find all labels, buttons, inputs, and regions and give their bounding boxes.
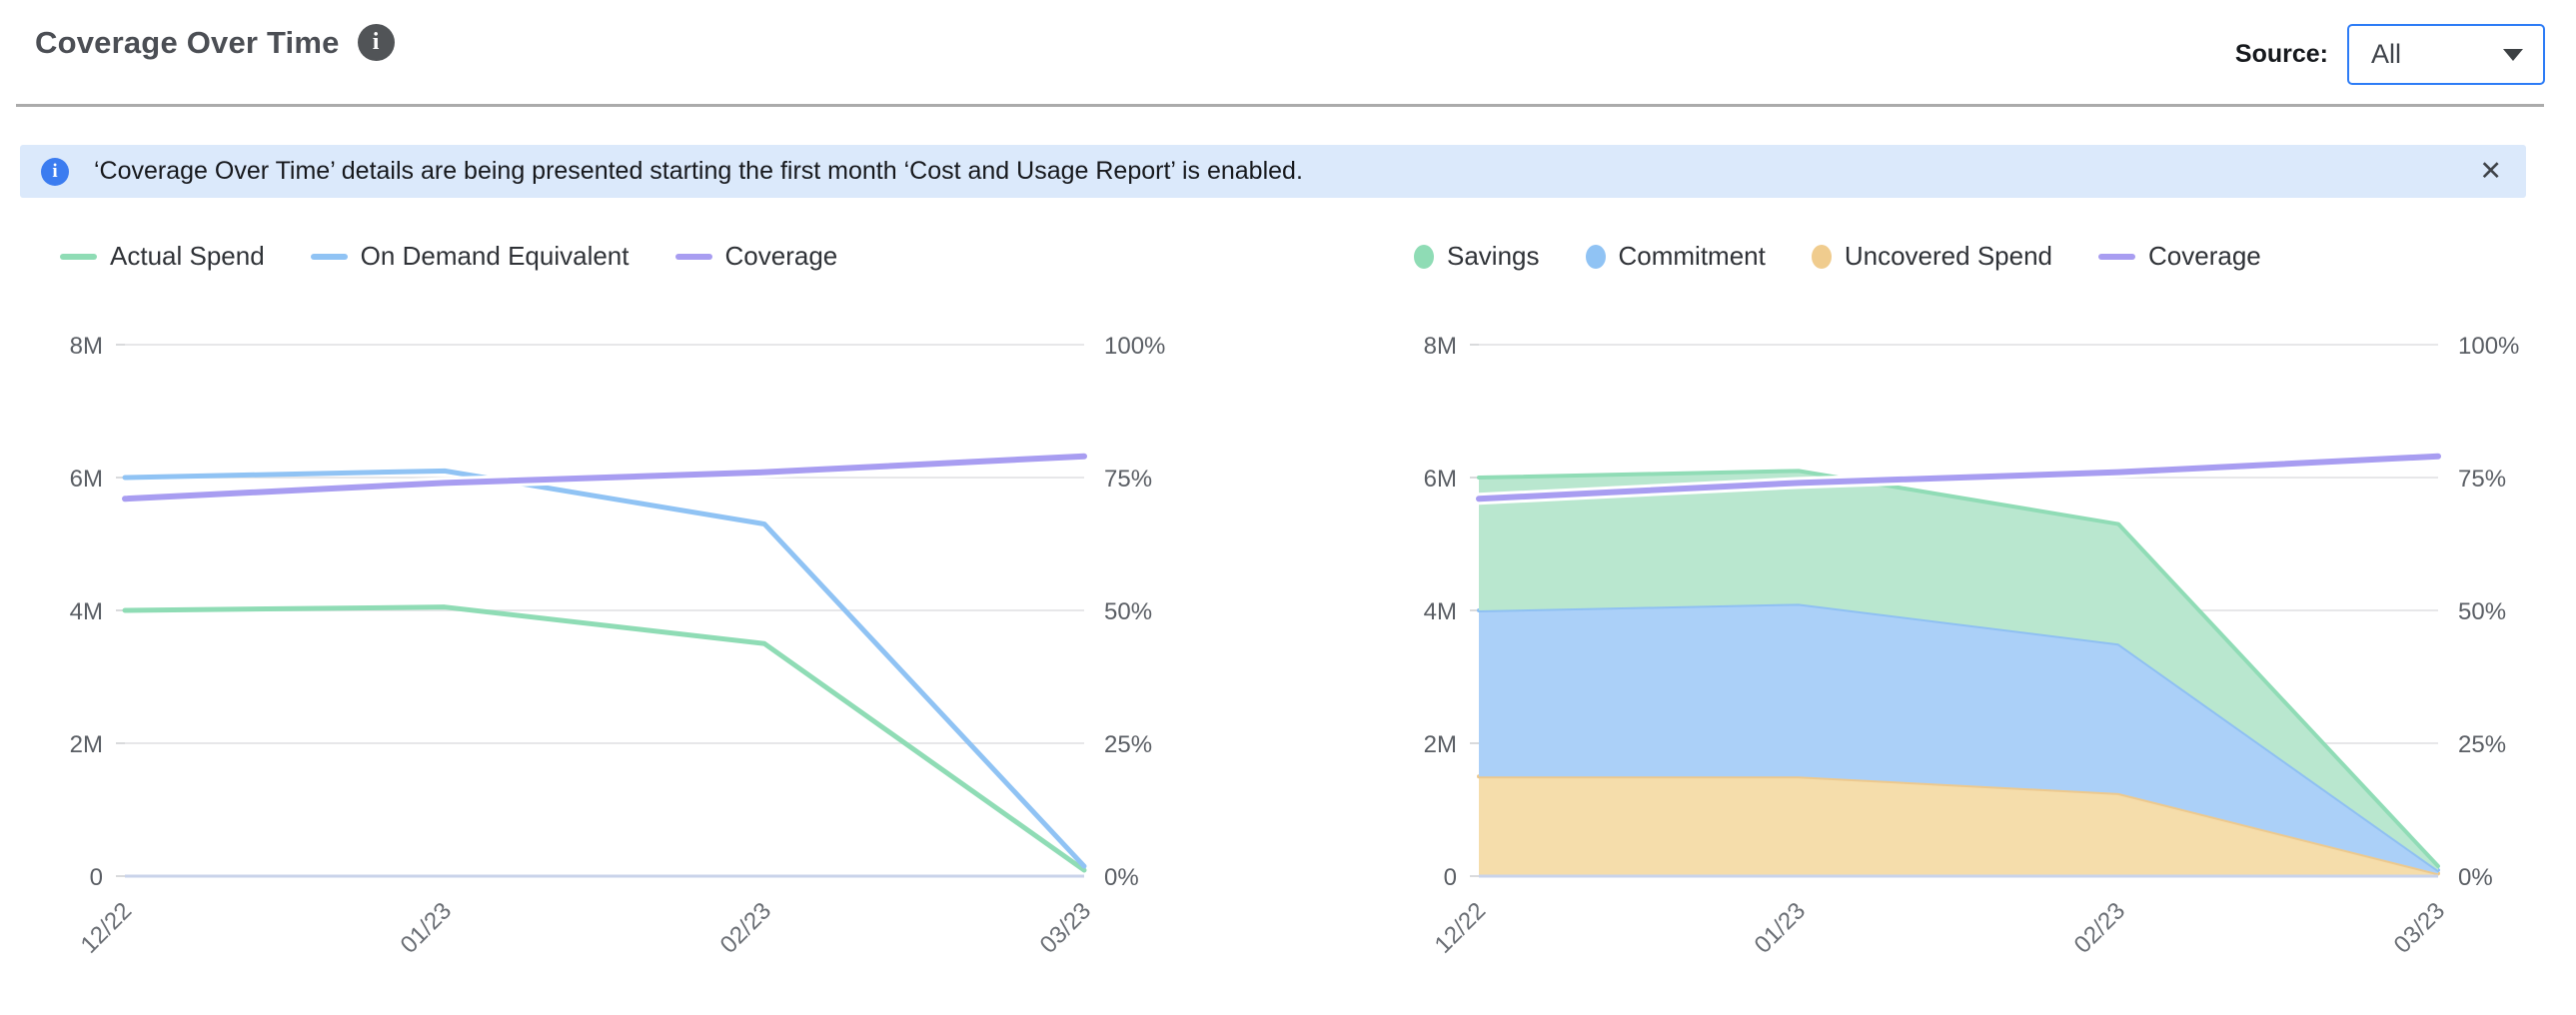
right-chart-legend: Savings Commitment Uncovered Spend Coverage [1354, 228, 2576, 285]
legend-marker [2098, 253, 2135, 260]
legend-label: Coverage [724, 241, 838, 271]
right-chart-svg: 0 0% 2M 25% 4M 50% 6M 75% 8M 100% 12/22 01/23 02/23 0… [1424, 333, 2520, 959]
legend-label: Savings [1447, 241, 1540, 271]
svg-text:0%: 0% [2458, 864, 2493, 891]
coverage-areas-chart: Savings Commitment Uncovered Spend Coverage… [1354, 228, 2576, 999]
svg-text:6M: 6M [1424, 466, 1457, 493]
legend-marker [674, 253, 712, 260]
svg-text:75%: 75% [1104, 466, 1152, 493]
legend-label: On Demand Equivalent [360, 241, 630, 271]
legend-item-uncovered-spend[interactable]: Uncovered Spend [1811, 241, 2052, 272]
svg-text:100%: 100% [2458, 333, 2519, 360]
info-icon: i [41, 157, 69, 186]
legend-item-savings[interactable]: Savings [1414, 241, 1540, 272]
svg-text:50%: 50% [2458, 598, 2506, 625]
svg-text:0: 0 [1444, 864, 1457, 891]
legend-item-on-demand-equivalent[interactable]: On Demand Equivalent [310, 241, 630, 272]
svg-text:75%: 75% [2458, 466, 2506, 493]
legend-label: Coverage [2148, 241, 2261, 271]
svg-text:8M: 8M [70, 333, 103, 360]
svg-text:2M: 2M [1424, 731, 1457, 758]
source-dropdown[interactable]: All [2347, 24, 2545, 85]
legend-marker [60, 253, 97, 260]
svg-text:02/23: 02/23 [715, 897, 777, 959]
close-icon[interactable]: ✕ [2479, 156, 2502, 186]
svg-text:03/23: 03/23 [2389, 897, 2451, 959]
svg-text:25%: 25% [1104, 731, 1152, 758]
chevron-down-icon [2503, 48, 2523, 61]
legend-item-commitment[interactable]: Commitment [1585, 241, 1766, 272]
legend-marker [1414, 244, 1434, 269]
svg-text:0: 0 [90, 864, 103, 891]
title-info-icon[interactable]: i [357, 24, 395, 61]
info-banner: i ‘Coverage Over Time’ details are being… [20, 145, 2526, 198]
source-dropdown-value: All [2371, 39, 2402, 69]
spend-lines-chart: Actual Spend On Demand Equivalent Coverage… [0, 228, 1249, 999]
svg-text:50%: 50% [1104, 598, 1152, 625]
svg-text:0%: 0% [1104, 864, 1139, 891]
header-divider [16, 104, 2544, 107]
svg-text:02/23: 02/23 [2069, 897, 2131, 959]
legend-item-actual-spend[interactable]: Actual Spend [60, 241, 265, 272]
legend-item-coverage[interactable]: Coverage [674, 241, 838, 272]
svg-text:12/22: 12/22 [1430, 897, 1492, 959]
legend-marker [1585, 244, 1606, 269]
legend-label: Commitment [1618, 241, 1766, 271]
svg-text:12/22: 12/22 [76, 897, 138, 959]
legend-item-coverage[interactable]: Coverage [2098, 241, 2261, 272]
svg-text:8M: 8M [1424, 333, 1457, 360]
svg-text:6M: 6M [70, 466, 103, 493]
svg-text:100%: 100% [1104, 333, 1165, 360]
panel-header: Coverage Over Time i Source: All [0, 0, 2576, 106]
svg-text:03/23: 03/23 [1035, 897, 1097, 959]
svg-text:2M: 2M [70, 731, 103, 758]
page-title: Coverage Over Time [35, 24, 340, 60]
legend-label: Actual Spend [110, 241, 265, 271]
legend-label: Uncovered Spend [1844, 241, 2052, 271]
left-chart-legend: Actual Spend On Demand Equivalent Coverage [0, 228, 1249, 285]
source-label: Source: [2234, 40, 2328, 68]
banner-message: ‘Coverage Over Time’ details are being p… [94, 157, 1303, 185]
legend-marker [310, 253, 348, 260]
svg-text:4M: 4M [1424, 598, 1457, 625]
svg-text:4M: 4M [70, 598, 103, 625]
svg-text:01/23: 01/23 [396, 897, 458, 959]
svg-text:01/23: 01/23 [1750, 897, 1812, 959]
legend-marker [1811, 244, 1832, 269]
svg-text:25%: 25% [2458, 731, 2506, 758]
left-chart-svg: 0 0% 2M 25% 4M 50% 6M 75% 8M 100% 12/22 01/23 02/23 0… [70, 333, 1166, 959]
